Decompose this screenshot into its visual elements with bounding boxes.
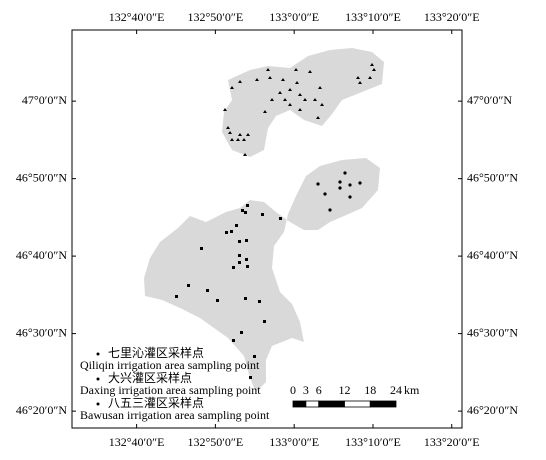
scale-label: 6	[316, 383, 322, 397]
scale-segment	[305, 400, 320, 408]
lat-label-left: 47°0′0″N	[22, 93, 67, 107]
daxing-points	[316, 171, 362, 212]
legend-label-en: Qiliqin irrigation area sampling point	[80, 358, 260, 372]
scale-label: 12	[339, 383, 351, 397]
scale-label: 18	[364, 383, 376, 397]
scale-segment	[318, 400, 345, 408]
lat-label-right: 46°30′0″N	[467, 325, 518, 339]
lon-label-bottom: 133°10′0″E	[345, 435, 401, 449]
bawusan-points	[175, 204, 282, 379]
lat-label-right: 46°40′0″N	[467, 248, 518, 262]
lat-label-left: 46°20′0″N	[16, 403, 67, 417]
legend-label-en: Daxing irrigation area sampling point	[80, 383, 261, 397]
legend-label-zh: 大兴灌区采样点	[108, 370, 192, 385]
scale-bar: 0 3 6 12 18 24 km	[290, 383, 420, 408]
lat-label-right: 47°0′0″N	[467, 93, 512, 107]
lat-label-left: 46°50′0″N	[16, 170, 67, 184]
scale-label: 24	[390, 383, 402, 397]
scale-label: 0	[290, 383, 296, 397]
scale-unit: km	[404, 383, 420, 397]
qiliqin-points	[223, 63, 376, 156]
scale-label: 3	[303, 383, 309, 397]
lon-label-top: 133°20′0″E	[424, 10, 480, 24]
scale-segment	[344, 400, 371, 408]
lat-label-right: 46°50′0″N	[467, 170, 518, 184]
south-area	[144, 158, 380, 392]
legend-label-en: Bawusan irrigation area sampling point	[80, 408, 270, 422]
legend-symbol	[96, 377, 100, 381]
lon-label-bottom: 132°40′0″E	[109, 435, 165, 449]
lon-label-top: 133°10′0″E	[345, 10, 401, 24]
lon-label-bottom: 133°20′0″E	[424, 435, 480, 449]
legend-symbol	[96, 402, 100, 406]
lat-label-right: 46°20′0″N	[467, 403, 518, 417]
scale-segment	[369, 400, 397, 408]
qiliqin-area	[222, 48, 384, 157]
lon-label-bottom: 133°0′0″E	[269, 435, 319, 449]
lon-label-top: 132°40′0″E	[109, 10, 165, 24]
legend-label-zh: 七里沁灌区采样点	[108, 345, 204, 360]
lon-label-top: 133°0′0″E	[269, 10, 319, 24]
lat-label-left: 46°40′0″N	[16, 248, 67, 262]
scale-segment	[292, 400, 307, 408]
lat-label-left: 46°30′0″N	[16, 325, 67, 339]
lon-label-bottom: 132°50′0″E	[187, 435, 243, 449]
legend-label-zh: 八五三灌区采样点	[108, 395, 204, 410]
lon-label-top: 132°50′0″E	[187, 10, 243, 24]
legend-symbol	[96, 352, 100, 356]
